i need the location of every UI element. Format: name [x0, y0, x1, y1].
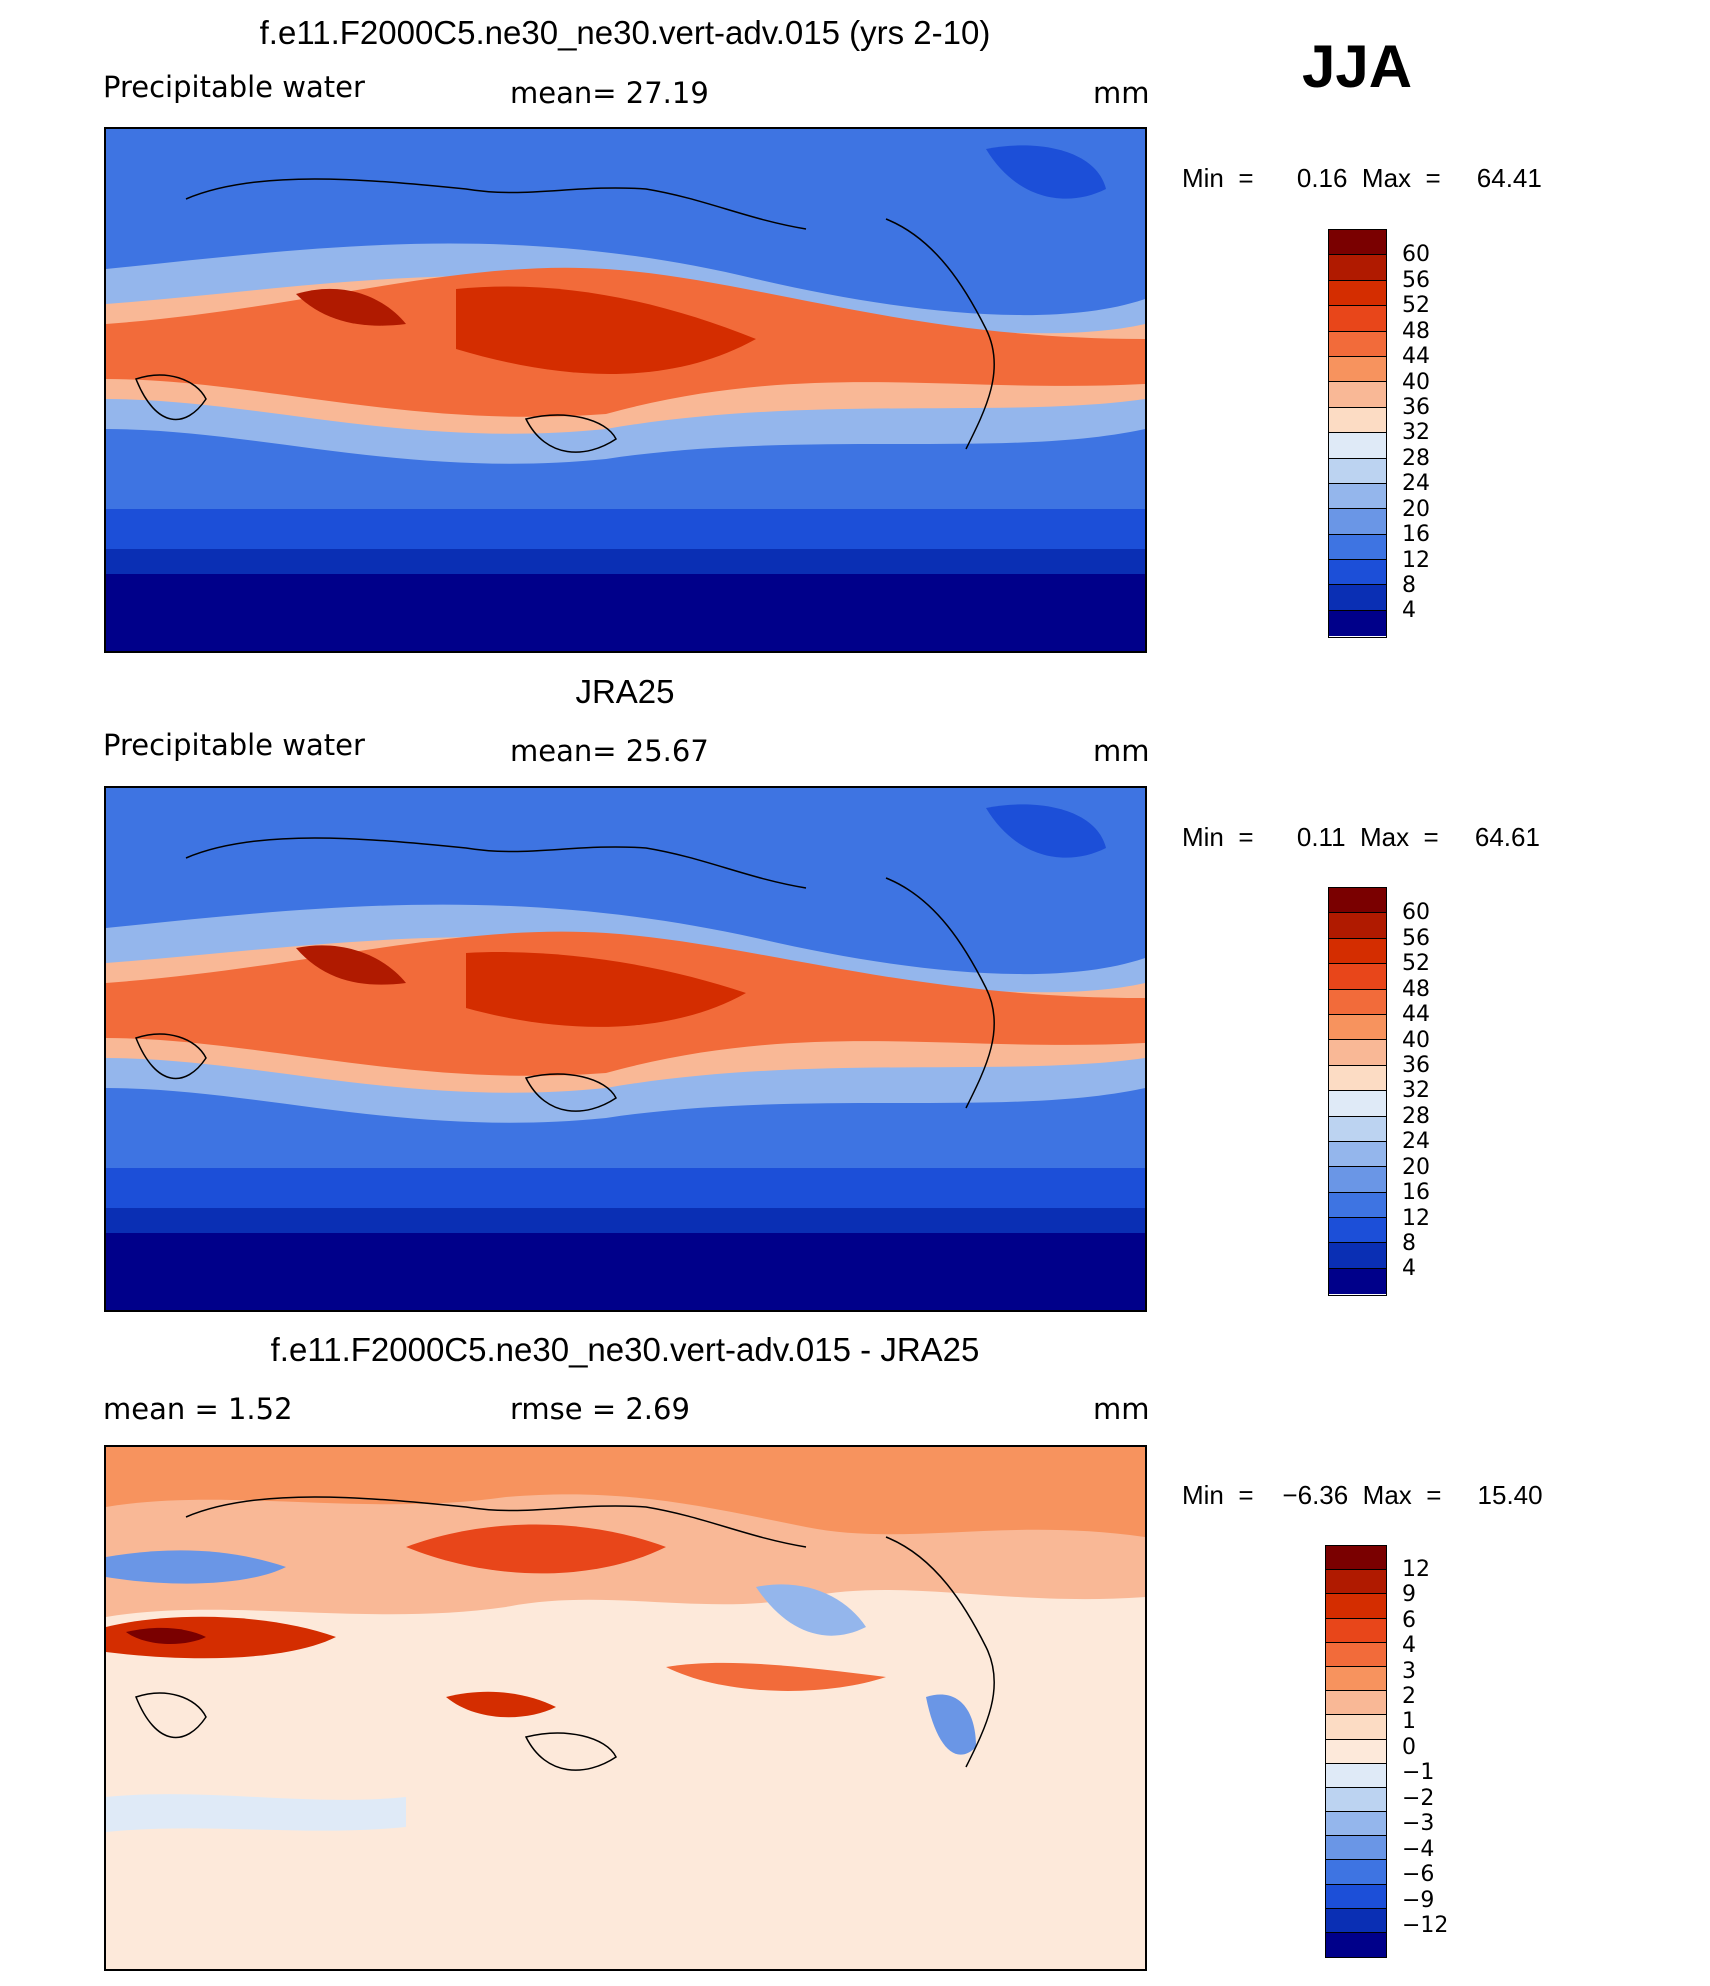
panel2-minmax: Min = 0.11 Max = 64.61: [1182, 822, 1540, 852]
panel2-tick: 52: [1402, 951, 1430, 976]
panel2-tick: 56: [1402, 926, 1430, 951]
panel1-tick: 28: [1402, 446, 1430, 471]
panel1-variable-label: Precipitable water: [103, 70, 365, 104]
panel2-tick: 20: [1402, 1155, 1430, 1180]
panel2-tick: 32: [1402, 1078, 1430, 1103]
panel1-tick: 20: [1402, 497, 1430, 522]
panel3-tick: 9: [1402, 1582, 1416, 1607]
panel2-variable-label: Precipitable water: [103, 728, 365, 762]
panel3-tick: −4: [1402, 1837, 1435, 1862]
panel2-tick: 40: [1402, 1028, 1430, 1053]
panel1-colorbar: [1328, 229, 1387, 638]
panel2-units-label: mm: [1093, 734, 1150, 768]
panel3-title: f.e11.F2000C5.ne30_ne30.vert-adv.015 - J…: [270, 1331, 980, 1368]
panel3-tick: −3: [1402, 1811, 1435, 1836]
panel2-tick: 28: [1402, 1104, 1430, 1129]
panel1-mean-label: mean= 27.19: [510, 76, 709, 110]
panel1-tick: 56: [1402, 268, 1430, 293]
panel3-tick: 1: [1402, 1709, 1416, 1734]
panel1-tick: 60: [1402, 242, 1430, 267]
panel1-tick: 36: [1402, 395, 1430, 420]
panel1-tick: 52: [1402, 293, 1430, 318]
panel1-tick: 16: [1402, 522, 1430, 547]
panel1-minmax: Min = 0.16 Max = 64.41: [1182, 163, 1542, 193]
panel3-tick: 12: [1402, 1557, 1430, 1582]
panel2-map: [104, 786, 1147, 1312]
panel1-tick: 40: [1402, 370, 1430, 395]
panel1-tick: 12: [1402, 548, 1430, 573]
panel2-colorbar: [1328, 887, 1387, 1296]
panel2-tick: 12: [1402, 1206, 1430, 1231]
panel3-tick: 6: [1402, 1608, 1416, 1633]
panel3-tick: −12: [1402, 1913, 1449, 1938]
panel2-tick: 24: [1402, 1129, 1430, 1154]
panel2-tick: 8: [1402, 1231, 1416, 1256]
panel1-tick: 4: [1402, 598, 1416, 623]
panel2-tick: 44: [1402, 1002, 1430, 1027]
panel2-title: JRA25: [575, 673, 675, 710]
panel1-tick: 24: [1402, 471, 1430, 496]
season-label: JJA: [1302, 33, 1413, 100]
panel3-colorbar: [1325, 1545, 1387, 1958]
panel3-tick: −6: [1402, 1862, 1435, 1887]
panel2-mean-label: mean= 25.67: [510, 734, 709, 768]
panel1-tick: 48: [1402, 319, 1430, 344]
panel2-tick: 4: [1402, 1256, 1416, 1281]
panel2-tick: 60: [1402, 900, 1430, 925]
panel3-minmax: Min = −6.36 Max = 15.40: [1182, 1480, 1543, 1510]
panel2-tick: 16: [1402, 1180, 1430, 1205]
panel3-tick: −2: [1402, 1786, 1435, 1811]
panel3-tick: −9: [1402, 1888, 1435, 1913]
panel3-tick: 4: [1402, 1633, 1416, 1658]
panel3-tick: 2: [1402, 1684, 1416, 1709]
panel3-tick: 0: [1402, 1735, 1416, 1760]
panel3-tick: −1: [1402, 1760, 1435, 1785]
panel1-map: [104, 127, 1147, 653]
panel3-rmse-label: rmse = 2.69: [510, 1392, 690, 1426]
panel1-tick: 44: [1402, 344, 1430, 369]
panel2-tick: 36: [1402, 1053, 1430, 1078]
panel1-tick: 8: [1402, 573, 1416, 598]
panel3-tick: 3: [1402, 1659, 1416, 1684]
panel3-map: [104, 1445, 1147, 1971]
panel1-tick: 32: [1402, 420, 1430, 445]
panel2-tick: 48: [1402, 977, 1430, 1002]
panel3-units-label: mm: [1093, 1392, 1150, 1426]
panel1-title: f.e11.F2000C5.ne30_ne30.vert-adv.015 (yr…: [259, 14, 991, 51]
panel3-mean-label: mean = 1.52: [103, 1392, 293, 1426]
panel1-units-label: mm: [1093, 76, 1150, 110]
